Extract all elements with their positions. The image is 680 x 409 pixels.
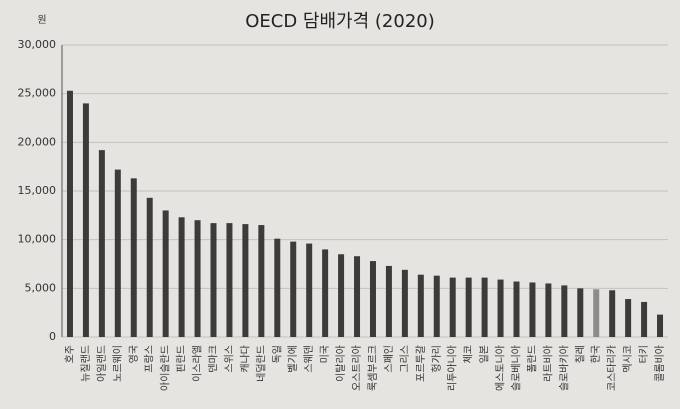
bar: [577, 288, 584, 337]
x-tick-label: 스페인: [383, 345, 395, 373]
x-tick-label: 체코: [463, 345, 475, 363]
x-tick-label: 오스트리아: [351, 345, 363, 391]
bar: [242, 224, 249, 337]
x-tick-label: 스웨덴: [303, 345, 315, 373]
x-tick-label: 헝가리: [431, 345, 443, 373]
y-tick-label: 5,000: [25, 281, 57, 294]
bar: [290, 241, 297, 337]
x-tick-label: 핀란드: [176, 345, 188, 373]
x-tick-label: 영국: [128, 345, 140, 363]
bar: [641, 301, 648, 337]
bar: [433, 275, 440, 337]
bar: [593, 289, 600, 337]
bar: [146, 197, 153, 337]
x-tick-label: 룩셈부르크: [367, 345, 379, 391]
x-tick-label: 코스타리카: [606, 345, 618, 391]
y-tick-label: 20,000: [18, 135, 57, 148]
bar: [306, 243, 313, 337]
bar: [385, 265, 392, 337]
bar: [66, 90, 73, 337]
bar: [338, 254, 345, 337]
x-tick-label: 스위스: [222, 345, 235, 373]
bar: [130, 178, 137, 337]
y-tick-label: 15,000: [18, 184, 57, 197]
bar: [545, 283, 552, 337]
x-tick-label: 네덜란드: [255, 345, 267, 382]
x-tick-label: 그리스: [399, 345, 411, 373]
x-tick-label: 슬로베니아: [511, 345, 523, 391]
x-tick-label: 미국: [319, 345, 331, 363]
x-tick-label: 프랑스: [144, 345, 156, 373]
bar: [194, 220, 201, 337]
x-tick-label: 칠레: [574, 345, 586, 363]
bar: [354, 256, 361, 337]
y-tick-label: 30,000: [18, 38, 57, 51]
bar: [162, 210, 169, 337]
bar: [258, 225, 265, 337]
bar: [114, 169, 121, 337]
x-tick-label: 뉴질랜드: [80, 345, 92, 382]
x-tick-label: 리투아니아: [447, 345, 459, 391]
x-tick-label: 호주: [64, 345, 76, 363]
y-axis-label: 원: [37, 14, 46, 26]
bar: [481, 277, 488, 337]
bar: [369, 261, 376, 337]
bar: [178, 217, 185, 337]
x-tick-label: 콜롬비아: [654, 345, 666, 382]
bar: [274, 238, 281, 337]
x-tick-label: 덴마크: [208, 345, 220, 373]
bar: [561, 285, 568, 337]
y-tick-label: 25,000: [18, 87, 57, 100]
bar: [449, 277, 456, 337]
x-tick-label: 일본: [479, 345, 491, 363]
x-tick-label: 멕시코: [622, 345, 634, 373]
x-tick-label: 터키: [638, 345, 650, 363]
y-tick-label: 10,000: [18, 233, 57, 246]
x-tick-label: 에스토니아: [495, 345, 507, 391]
x-tick-label: 한국: [590, 345, 602, 363]
bar: [210, 223, 217, 337]
y-tick-label: 0: [49, 330, 56, 343]
x-tick-label: 이탈리아: [334, 345, 347, 382]
x-tick-label: 폴란드: [526, 345, 538, 373]
x-tick-label: 이스라엘: [191, 345, 204, 382]
bar: [625, 299, 632, 337]
x-tick-label: 슬로바키아: [558, 345, 570, 391]
x-tick-label: 캐나다: [239, 345, 251, 373]
bar: [657, 314, 664, 337]
x-tick-label: 독일: [271, 345, 283, 363]
x-tick-label: 벨기에: [287, 345, 299, 373]
bar: [82, 103, 89, 338]
bar: [226, 223, 233, 337]
bar: [417, 274, 424, 337]
chart-title: OECD 담배가격 (2020): [245, 11, 435, 32]
bar: [497, 279, 504, 337]
bar: [529, 282, 536, 337]
bar: [609, 290, 616, 337]
x-tick-label: 아일랜드: [96, 345, 108, 382]
bar: [322, 249, 329, 337]
x-tick-label: 노르웨이: [112, 345, 124, 382]
bar: [401, 269, 408, 337]
x-tick-label: 라트비아: [542, 345, 554, 382]
x-tick-label: 포르투갈: [414, 345, 427, 382]
bar: [513, 281, 520, 337]
x-tick-label: 아이슬란드: [160, 345, 172, 391]
bar: [465, 277, 472, 337]
bar: [98, 150, 105, 337]
